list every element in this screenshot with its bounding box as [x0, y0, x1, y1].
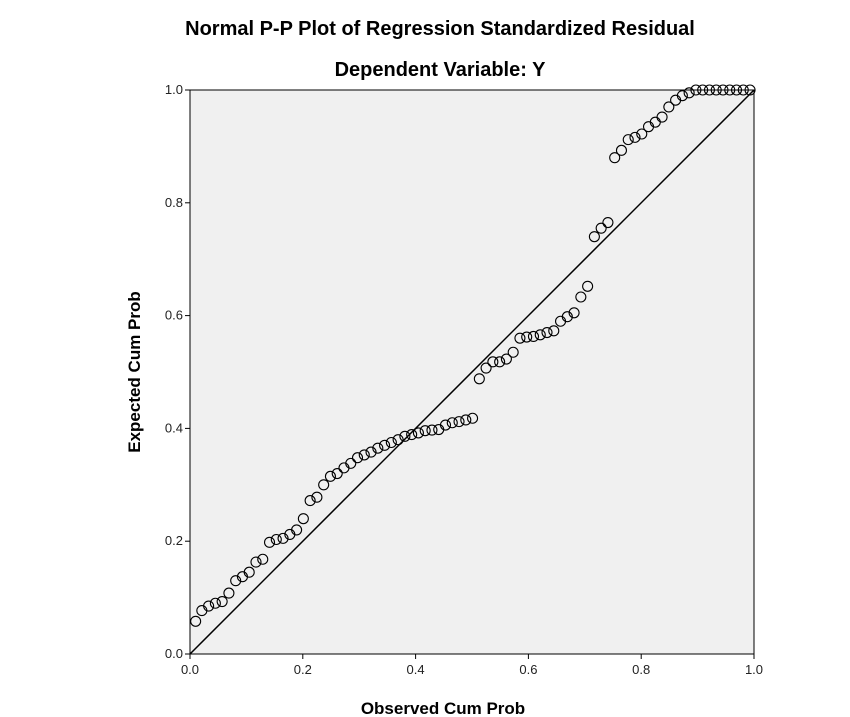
data-point [636, 128, 648, 140]
data-point [277, 532, 289, 544]
x-tick-label: 0.6 [519, 662, 537, 677]
data-point [209, 597, 221, 609]
data-point [717, 84, 729, 96]
data-point [399, 430, 411, 442]
data-point [724, 84, 736, 96]
x-tick-label: 0.2 [294, 662, 312, 677]
data-point [602, 216, 614, 229]
data-point [629, 131, 641, 143]
data-point [615, 144, 628, 156]
data-point [203, 600, 215, 612]
data-point [467, 412, 479, 424]
data-point [311, 491, 323, 503]
data-point [487, 356, 499, 368]
y-tick-label: 1.0 [165, 82, 183, 97]
data-point [426, 424, 438, 436]
data-point [406, 429, 418, 441]
data-point [561, 311, 573, 323]
data-point [297, 513, 309, 525]
chart-subtitle: Dependent Variable: Y [335, 59, 546, 81]
y-tick-label: 0.2 [165, 533, 183, 548]
data-point [568, 307, 580, 319]
data-point [514, 332, 526, 344]
data-point [345, 457, 357, 469]
data-point [588, 231, 600, 243]
data-point [663, 101, 675, 113]
data-point [230, 575, 242, 587]
data-point [270, 533, 282, 546]
x-tick-label: 0.0 [181, 662, 199, 677]
chart-title: Normal P-P Plot of Regression Standardiz… [185, 18, 695, 40]
data-point [507, 346, 519, 358]
data-point [473, 373, 485, 385]
data-point [527, 330, 540, 343]
x-tick-label: 0.4 [407, 662, 425, 677]
data-point [291, 524, 303, 536]
y-tick-label: 0.6 [165, 308, 183, 323]
y-tick-label: 0.8 [165, 195, 183, 210]
data-point [460, 414, 472, 426]
data-point [609, 152, 621, 164]
y-axis-label: Expected Cum Prob [125, 291, 144, 453]
data-point [372, 442, 384, 454]
data-point [656, 111, 668, 123]
data-point [730, 84, 743, 96]
data-point [710, 84, 722, 96]
x-axis-label: Observed Cum Prob [361, 699, 525, 717]
data-point [351, 452, 364, 464]
data-point [582, 280, 594, 292]
data-point [703, 84, 715, 96]
data-point [683, 87, 695, 99]
data-point [446, 417, 458, 429]
data-point [243, 566, 255, 578]
data-point [676, 90, 688, 102]
data-point [392, 434, 404, 446]
data-point [575, 291, 587, 303]
data-point [521, 331, 533, 343]
data-point [385, 436, 397, 449]
y-tick-label: 0.4 [165, 420, 183, 435]
data-point [453, 416, 465, 428]
data-point [697, 84, 709, 96]
data-point [257, 553, 269, 565]
data-point [324, 470, 336, 482]
data-point [480, 362, 492, 374]
reference-line-group [189, 89, 755, 655]
data-point [439, 419, 452, 431]
data-point [190, 615, 202, 627]
data-point [379, 439, 391, 451]
data-point [737, 84, 749, 96]
data-point [358, 449, 370, 461]
data-point [318, 479, 330, 491]
data-points [190, 84, 756, 627]
data-point [223, 587, 235, 599]
data-point [304, 495, 316, 507]
reference-line [189, 89, 755, 655]
data-point [331, 467, 343, 480]
x-tick-label: 0.8 [632, 662, 650, 677]
data-point [419, 425, 431, 437]
data-point [534, 329, 546, 341]
data-point [494, 356, 506, 368]
data-point [412, 427, 424, 439]
y-tick-label: 0.0 [165, 646, 183, 661]
data-point [250, 556, 262, 568]
data-point [690, 84, 702, 96]
data-point [500, 353, 512, 365]
data-point [744, 84, 756, 96]
data-point [548, 325, 560, 337]
data-point [216, 595, 228, 608]
data-point [365, 446, 377, 458]
x-tick-label: 1.0 [745, 662, 763, 677]
data-point [541, 326, 553, 339]
axis-ticks: 0.0 0.2 0.4 0.6 0.8 1.0 0.0 0.2 0.4 0.6 0.8 1.0 [165, 82, 763, 677]
data-point [263, 536, 276, 548]
data-point [595, 222, 607, 234]
data-point [622, 134, 634, 146]
